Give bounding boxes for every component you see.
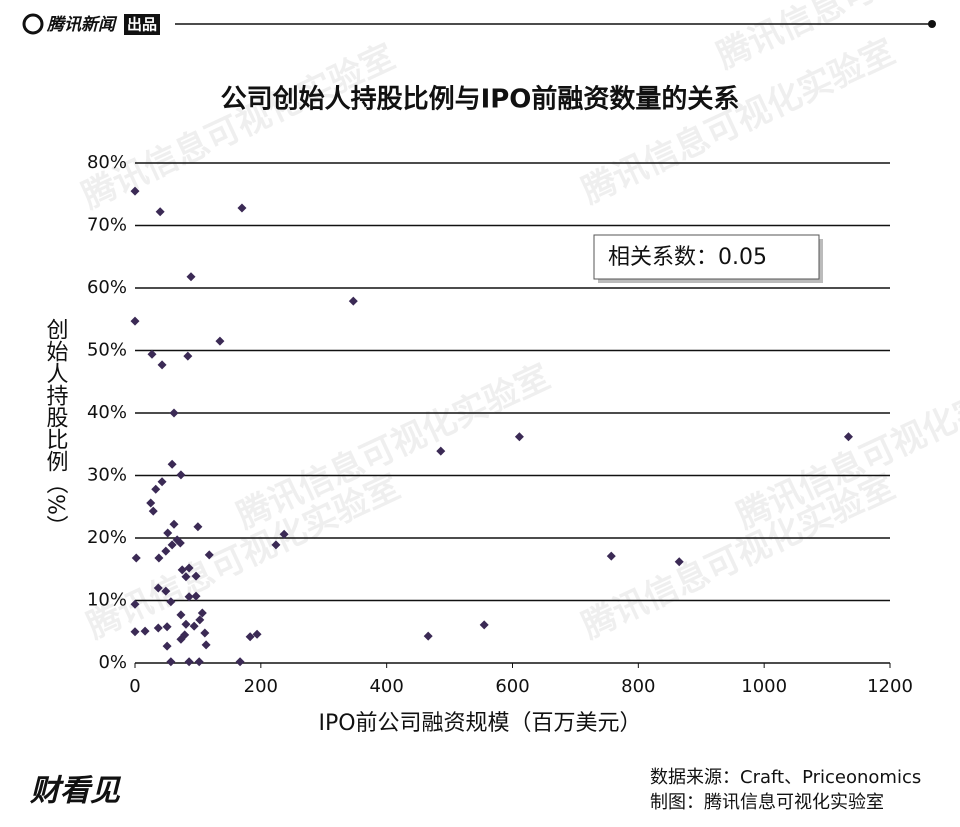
point [195, 615, 205, 625]
point [215, 336, 225, 346]
point [183, 351, 193, 361]
point [674, 557, 684, 567]
point [148, 506, 158, 516]
brand-icon [22, 13, 44, 35]
point [157, 477, 167, 487]
point [169, 408, 179, 418]
point [163, 528, 173, 538]
watermark: 腾讯信息可视化实验室 [576, 467, 901, 647]
point [177, 565, 187, 575]
y-tick-label: 0% [98, 652, 127, 673]
point [162, 622, 172, 632]
tag-box [124, 14, 160, 35]
brand: 腾讯新闻 [46, 15, 118, 35]
point [237, 203, 247, 213]
point [130, 186, 140, 196]
y-tick-label: 80% [87, 152, 127, 173]
y-axis-label: 创始人持股比例（%） [43, 318, 69, 537]
point [348, 296, 358, 306]
point [151, 484, 161, 494]
point [161, 546, 171, 556]
point [235, 657, 245, 667]
annotation-box [593, 234, 820, 280]
point [271, 540, 281, 550]
footer-logo: 财看见 [29, 774, 122, 809]
point [166, 657, 176, 667]
x-tick-label: 1000 [741, 676, 787, 697]
point [140, 626, 150, 636]
point [843, 432, 853, 442]
point [252, 629, 262, 639]
point [193, 522, 203, 532]
source: 数据来源：Craft、Priceonomics [650, 767, 921, 788]
point [606, 551, 616, 561]
point [176, 634, 186, 644]
point [279, 529, 289, 539]
y-tick-label: 10% [87, 590, 127, 611]
point [147, 349, 157, 359]
y-tick-label: 30% [87, 465, 127, 486]
point [423, 631, 433, 641]
x-tick-label: 400 [369, 676, 403, 697]
point [154, 553, 164, 563]
point [245, 632, 255, 642]
point [130, 316, 140, 326]
point [131, 553, 141, 563]
y-tick-label: 20% [87, 527, 127, 548]
point [161, 586, 171, 596]
point [197, 608, 207, 618]
point [153, 623, 163, 633]
point [153, 583, 163, 593]
point [191, 571, 201, 581]
y-tick-label: 50% [87, 340, 127, 361]
watermark: 腾讯信息可视化实验室 [76, 37, 401, 217]
point [181, 572, 191, 582]
point [181, 619, 191, 629]
point [157, 360, 167, 370]
point [167, 540, 177, 550]
x-tick-label: 800 [621, 676, 655, 697]
point [175, 538, 185, 548]
y-tick-label: 60% [87, 277, 127, 298]
point [436, 446, 446, 456]
point [201, 640, 211, 650]
point [167, 459, 177, 469]
point [200, 628, 210, 638]
point [184, 657, 194, 667]
point [204, 550, 214, 560]
point [130, 599, 140, 609]
point [176, 470, 186, 480]
x-tick-label: 1200 [867, 676, 913, 697]
point [184, 592, 194, 602]
x-axis-label: IPO前公司融资规模（百万美元） [318, 711, 641, 736]
point [186, 272, 196, 282]
credit: 制图：腾讯信息可视化实验室 [650, 792, 884, 813]
y-tick-label: 70% [87, 215, 127, 236]
y-tick-label: 40% [87, 402, 127, 423]
point [130, 627, 140, 637]
point [169, 519, 179, 529]
point [176, 610, 186, 620]
header-dot [928, 20, 936, 28]
chart-title: 公司创始人持股比例与IPO前融资数量的关系 [221, 84, 740, 115]
x-tick-label: 600 [495, 676, 529, 697]
point [514, 432, 524, 442]
x-tick-label: 0 [129, 676, 140, 697]
x-tick-label: 200 [244, 676, 278, 697]
point [189, 621, 199, 631]
point [479, 620, 489, 630]
point [184, 563, 194, 573]
point [146, 498, 156, 508]
point [191, 591, 201, 601]
point [155, 207, 165, 217]
annotation: 相关系数：0.05 [608, 245, 767, 270]
point [194, 657, 204, 667]
point [166, 597, 176, 607]
point [162, 641, 172, 651]
tag: 出品 [127, 16, 157, 34]
watermark: 腾讯信息可视化实验室 [231, 357, 556, 537]
